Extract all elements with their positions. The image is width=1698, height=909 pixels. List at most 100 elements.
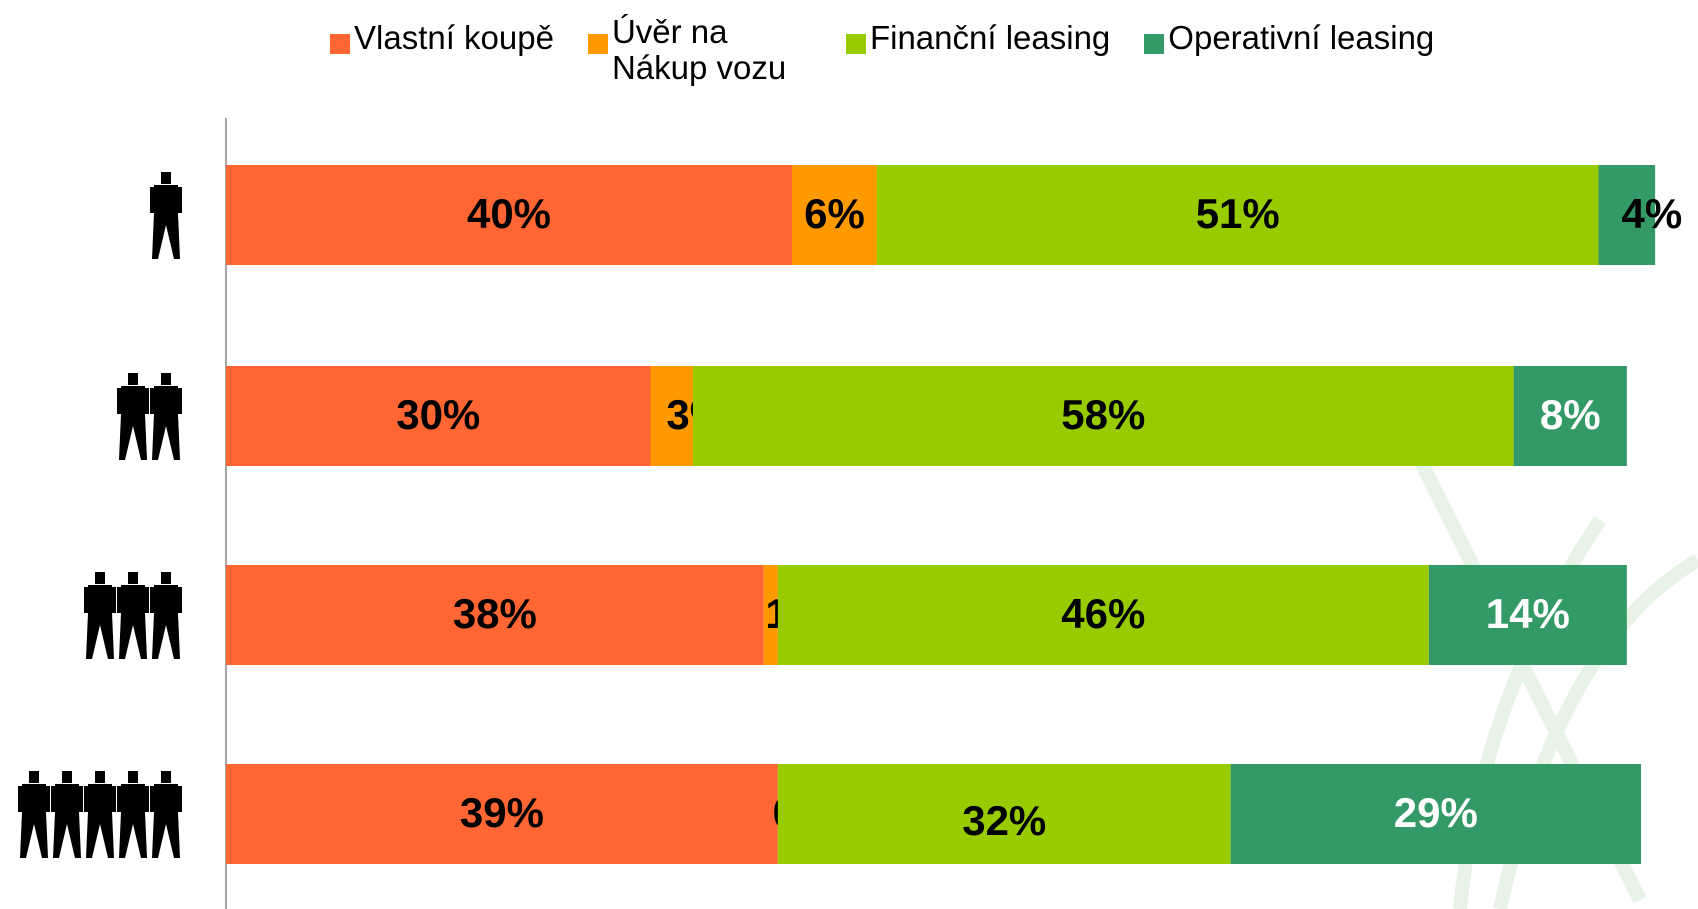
icon-part <box>51 786 55 812</box>
person-icon <box>51 771 83 858</box>
legend: Vlastní koupě Úvěr na Nákup vozu Finanční … <box>330 14 1468 86</box>
bar-segment <box>763 565 778 665</box>
icon-part <box>145 587 149 613</box>
icon-part <box>152 812 180 858</box>
data-label: 46% <box>1061 590 1145 637</box>
icon-part <box>161 373 171 385</box>
icon-part <box>22 784 46 812</box>
data-label: 38% <box>453 590 537 637</box>
icon-part <box>154 386 178 414</box>
bar-segment <box>226 366 651 466</box>
icon-part <box>95 572 105 584</box>
icon-part <box>18 786 22 812</box>
icon-part <box>161 172 171 184</box>
data-label: 29% <box>1394 789 1478 836</box>
icon-part <box>84 587 88 613</box>
icon-part <box>121 386 145 414</box>
legend-swatch <box>845 34 866 54</box>
data-label: 14% <box>1486 590 1570 637</box>
icon-part <box>152 213 180 259</box>
person-icon <box>117 373 149 460</box>
icon-part <box>88 784 112 812</box>
bar-segment <box>226 764 778 864</box>
data-label: 40% <box>467 190 551 237</box>
data-label: 58% <box>1061 391 1145 438</box>
legend-label: Finanční leasing <box>869 19 1111 56</box>
icon-part <box>150 786 154 812</box>
icon-part <box>88 585 112 613</box>
data-label: 32% <box>962 797 1046 844</box>
bar-segment <box>792 165 877 265</box>
bar-segment <box>1598 165 1656 265</box>
icon-part <box>119 414 147 460</box>
person-icon <box>117 572 149 659</box>
icon-part <box>154 585 178 613</box>
icon-part <box>150 587 154 613</box>
icon-part <box>128 572 138 584</box>
bar-segment <box>777 764 1231 864</box>
icon-part <box>128 373 138 385</box>
icon-part <box>55 784 79 812</box>
icon-part <box>128 771 138 783</box>
icon-part <box>86 812 114 858</box>
bar-segment <box>876 165 1599 265</box>
icon-part <box>150 187 154 213</box>
icon-part <box>62 771 72 783</box>
icon-part <box>112 587 116 613</box>
icon-part <box>117 388 121 414</box>
legend-swatch <box>587 34 608 54</box>
legend-label: Úvěr na Nákup vozu <box>611 13 787 86</box>
data-label: 6% <box>804 190 865 237</box>
legend-label: Operativní leasing <box>1168 19 1435 56</box>
icon-part <box>79 786 83 812</box>
bar-segment <box>1428 565 1627 665</box>
icon-part <box>154 185 178 213</box>
icon-part <box>154 784 178 812</box>
icon-part <box>95 771 105 783</box>
legend-item: Úvěr na Nákup vozu <box>587 14 812 86</box>
icon-part <box>145 786 149 812</box>
person-icon <box>117 771 149 858</box>
legend-swatch <box>1144 34 1165 54</box>
person-icon <box>84 572 116 659</box>
icon-part <box>117 587 121 613</box>
icon-part <box>121 784 145 812</box>
icon-part <box>53 812 81 858</box>
person-icon <box>84 771 116 858</box>
data-label: 39% <box>460 789 544 836</box>
data-label: 51% <box>1196 190 1280 237</box>
bar-segment <box>226 165 792 265</box>
person-icon <box>150 771 182 858</box>
icon-part <box>161 771 171 783</box>
icon-part <box>119 613 147 659</box>
data-label: 8% <box>1540 391 1601 438</box>
icon-part <box>178 786 182 812</box>
data-label: 4% <box>1621 190 1682 237</box>
person-icon <box>150 373 182 460</box>
icon-part <box>29 771 39 783</box>
icon-part <box>178 187 182 213</box>
icon-part <box>178 388 182 414</box>
icon-part <box>84 786 88 812</box>
icon-part <box>20 812 48 858</box>
bar-segment <box>1513 366 1627 466</box>
icon-part <box>178 587 182 613</box>
person-icon <box>150 172 182 259</box>
legend-label: Vlastní koupě <box>354 19 554 56</box>
icon-part <box>121 585 145 613</box>
bar-segment <box>777 565 1429 665</box>
legend-item: Vlastní koupě <box>330 20 554 86</box>
icon-part <box>152 613 180 659</box>
icon-part <box>119 812 147 858</box>
icon-part <box>117 786 121 812</box>
bar-segment <box>650 366 693 466</box>
legend-item: Finanční leasing <box>845 19 1111 86</box>
bar-segment <box>1230 764 1641 864</box>
icon-part <box>86 613 114 659</box>
legend-item: Operativní leasing <box>1144 20 1434 86</box>
person-icon <box>18 771 50 858</box>
icon-part <box>152 414 180 460</box>
bar-segment <box>226 565 764 665</box>
